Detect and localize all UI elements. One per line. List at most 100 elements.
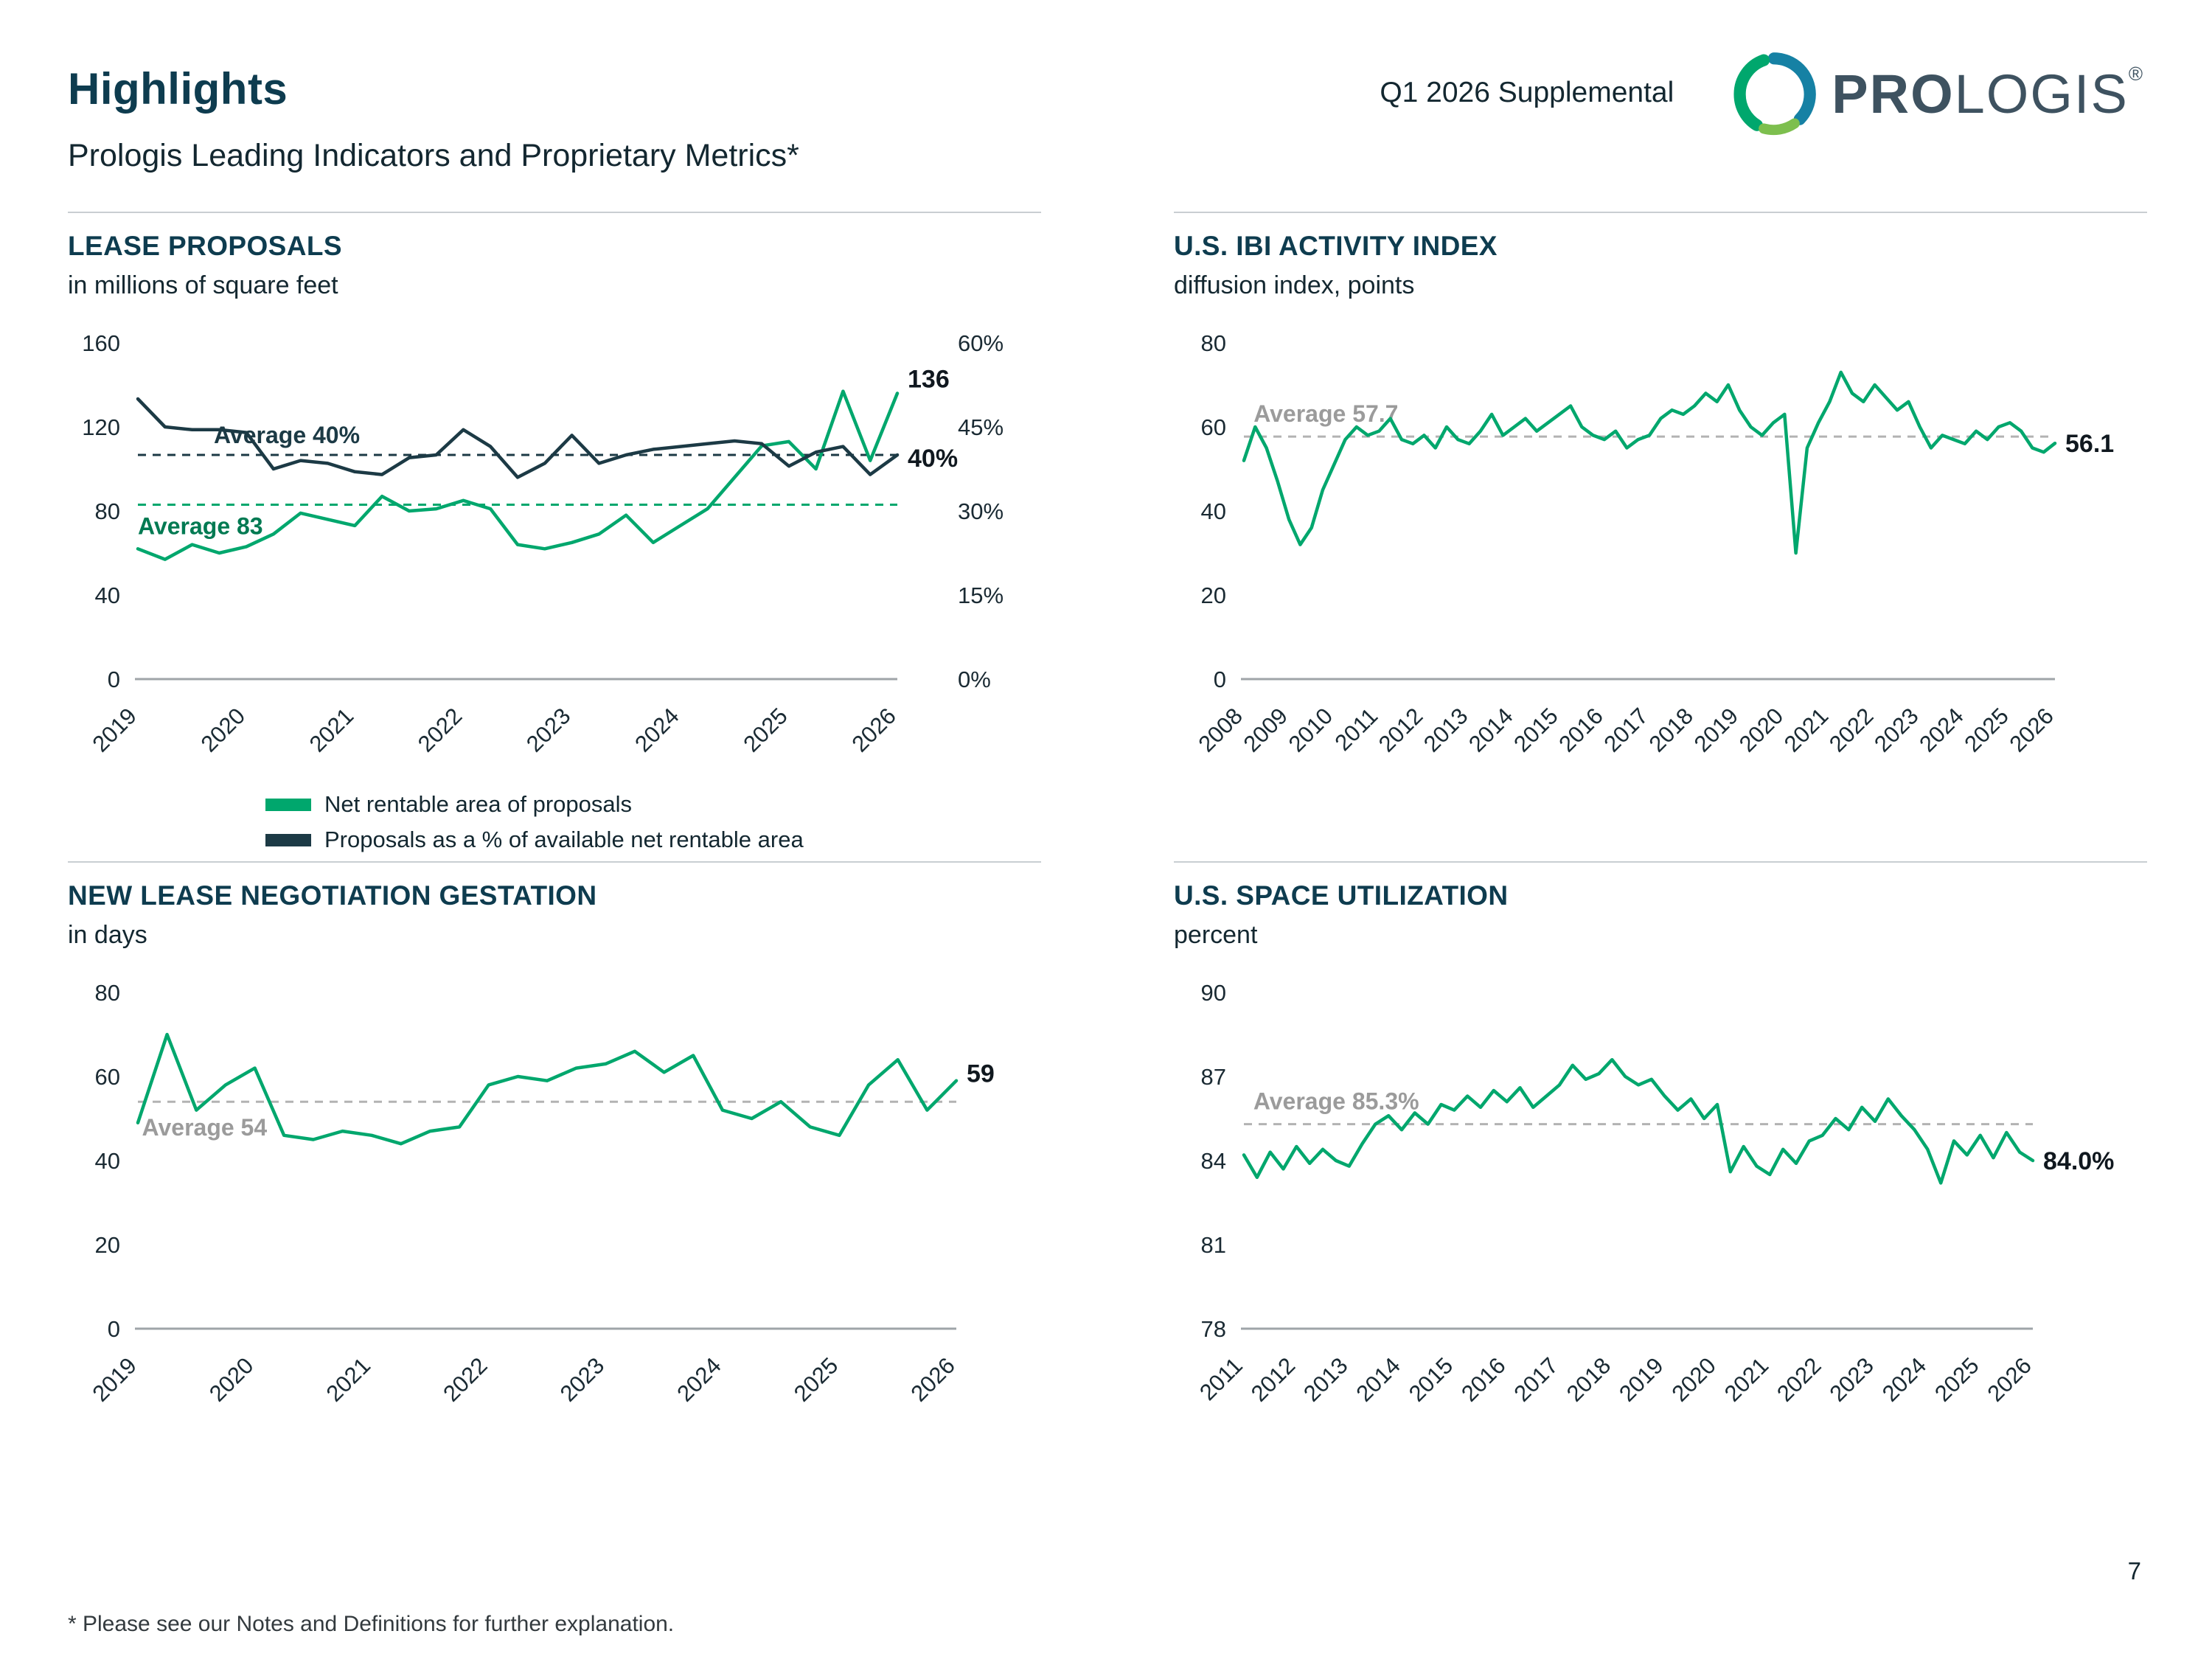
svg-text:0: 0 — [1214, 667, 1226, 692]
supplemental-label: Q1 2026 Supplemental — [1380, 77, 1674, 108]
svg-text:2012: 2012 — [1374, 703, 1428, 757]
svg-text:2011: 2011 — [1329, 703, 1382, 756]
ibi-activity-index-svg: 8060402002008200920102011201220132014201… — [1193, 330, 2114, 757]
us-space-utilization-series-0 — [1242, 1057, 2035, 1185]
svg-text:2013: 2013 — [1419, 703, 1473, 757]
section-title-lease-gestation: NEW LEASE NEGOTIATION GESTATION — [68, 880, 597, 911]
svg-text:2026: 2026 — [905, 1352, 960, 1407]
space-utilization-chart: 90 87 84 81 78 2011 2012 2013 2014 2015 2016 2017 20… — [1174, 967, 2147, 1439]
svg-text:2022: 2022 — [413, 703, 467, 757]
svg-text:2026: 2026 — [846, 703, 901, 757]
page-subtitle: Prologis Leading Indicators and Propriet… — [68, 138, 799, 173]
svg-text:2024: 2024 — [1877, 1352, 1932, 1407]
section-ibi-activity-index: U.S. IBI ACTIVITY INDEX diffusion index,… — [1174, 212, 2147, 790]
svg-text:Average 83: Average 83 — [138, 512, 263, 539]
svg-text:30%: 30% — [958, 498, 1004, 524]
svg-text:84: 84 — [1201, 1148, 1226, 1174]
svg-text:2025: 2025 — [789, 1352, 844, 1407]
svg-text:2020: 2020 — [1734, 703, 1789, 757]
svg-text:2022: 2022 — [438, 1352, 493, 1407]
svg-text:120: 120 — [82, 414, 120, 440]
legend-label-net-rentable-area: Net rentable area of proposals — [324, 791, 633, 817]
svg-text:2025: 2025 — [1930, 1352, 1984, 1407]
new-lease-negotiation-gestation-series-0 — [136, 1032, 959, 1146]
lease-proposals-series-0 — [136, 389, 900, 561]
section-space-utilization: U.S. SPACE UTILIZATION percent 90 87 84 81 7… — [1174, 861, 2147, 1439]
us-space-utilization-svg: 9087848178201120122013201420152016201720… — [1194, 980, 2114, 1407]
new-lease-negotiation-gestation-svg: 80 60 40 20 0 2019 2020 2021 2022 2023 2024 2025 202… — [87, 980, 995, 1407]
svg-text:2024: 2024 — [1914, 703, 1969, 757]
svg-text:2026: 2026 — [1982, 1352, 2037, 1407]
svg-text:2019: 2019 — [1689, 703, 1744, 757]
svg-text:2018: 2018 — [1644, 703, 1699, 757]
ibi-activity-index-series-0 — [1242, 370, 2057, 555]
section-lease-gestation: NEW LEASE NEGOTIATION GESTATION in days … — [68, 861, 1041, 1439]
legend-color-swatch-green — [265, 798, 311, 811]
page-title: Highlights — [68, 64, 288, 114]
svg-text:2012: 2012 — [1246, 1352, 1301, 1407]
svg-text:Average 57.7: Average 57.7 — [1253, 400, 1398, 427]
legend-label-proposals-percent: Proposals as a % of available net rentab… — [324, 827, 804, 852]
svg-text:2022: 2022 — [1772, 1352, 1826, 1407]
svg-text:2025: 2025 — [1959, 703, 2014, 757]
svg-text:15%: 15% — [958, 582, 1004, 608]
lease-proposals-legend: Net rentable area of proposals Proposals… — [265, 791, 1041, 853]
svg-text:0: 0 — [108, 1316, 120, 1342]
svg-text:2014: 2014 — [1351, 1352, 1405, 1407]
legend-color-swatch-dark — [265, 833, 311, 846]
svg-text:60%: 60% — [958, 330, 1004, 356]
svg-text:90: 90 — [1201, 980, 1226, 1006]
svg-text:87: 87 — [1201, 1064, 1226, 1090]
svg-text:Average 54: Average 54 — [142, 1114, 268, 1141]
svg-text:2023: 2023 — [555, 1352, 610, 1407]
svg-text:2021: 2021 — [321, 1352, 376, 1407]
svg-text:0%: 0% — [958, 667, 991, 692]
svg-text:60: 60 — [95, 1064, 120, 1090]
svg-text:2015: 2015 — [1404, 1352, 1458, 1407]
ibi-activity-index-chart: 80 60 40 20 0 2008 2009 2010 2011 2012 2013 2014 201… — [1174, 318, 2147, 790]
svg-text:2019: 2019 — [87, 1352, 142, 1407]
svg-text:80: 80 — [95, 980, 120, 1006]
svg-text:2011: 2011 — [1194, 1352, 1248, 1405]
svg-text:2025: 2025 — [738, 703, 793, 757]
svg-text:2023: 2023 — [521, 703, 576, 757]
svg-text:20: 20 — [1201, 582, 1226, 608]
section-title-lease-proposals: LEASE PROPOSALS — [68, 231, 342, 261]
svg-text:2016: 2016 — [1554, 703, 1608, 757]
svg-text:2017: 2017 — [1599, 703, 1653, 757]
svg-text:2016: 2016 — [1456, 1352, 1511, 1407]
svg-text:160: 160 — [82, 330, 120, 356]
lease-proposals-chart: 160 120 80 40 0 60% 45% 30% 15% 0% 2019 2020 2021 202… — [68, 318, 1041, 790]
svg-text:2020: 2020 — [196, 703, 251, 757]
svg-text:40: 40 — [95, 582, 120, 608]
svg-text:81: 81 — [1201, 1232, 1226, 1258]
legend-item-net-rentable-area: Net rentable area of proposals — [265, 791, 1041, 818]
svg-text:2023: 2023 — [1824, 1352, 1879, 1407]
section-title-space-utilization: U.S. SPACE UTILIZATION — [1174, 880, 1509, 911]
section-subtitle-space-utilization: percent — [1174, 921, 1258, 949]
section-lease-proposals: LEASE PROPOSALS in millions of square fe… — [68, 212, 1041, 853]
lease-proposals-svg: 160 120 80 40 0 60% 45% 30% 15% 0% 2019 2020 2021 202… — [82, 330, 1004, 757]
section-subtitle-lease-gestation: in days — [68, 921, 147, 949]
svg-text:2026: 2026 — [2004, 703, 2059, 757]
svg-text:60: 60 — [1201, 414, 1226, 440]
page-number: 7 — [2127, 1557, 2141, 1585]
svg-text:2021: 2021 — [1719, 1352, 1774, 1407]
svg-text:2020: 2020 — [204, 1352, 259, 1407]
svg-text:136: 136 — [908, 365, 950, 393]
svg-text:40: 40 — [95, 1148, 120, 1174]
prologis-globe-icon — [1733, 52, 1817, 136]
svg-text:2021: 2021 — [305, 703, 359, 757]
svg-text:2017: 2017 — [1509, 1352, 1563, 1407]
svg-text:40: 40 — [1201, 498, 1226, 524]
section-subtitle-ibi-activity-index: diffusion index, points — [1174, 271, 1415, 299]
svg-text:2024: 2024 — [672, 1352, 726, 1407]
registered-mark: ® — [2128, 63, 2144, 85]
svg-text:59: 59 — [967, 1060, 995, 1088]
svg-text:2020: 2020 — [1666, 1352, 1721, 1407]
wordmark-logis: LOGIS — [1954, 63, 2129, 125]
svg-text:20: 20 — [95, 1232, 120, 1258]
svg-text:80: 80 — [1201, 330, 1226, 356]
svg-text:2024: 2024 — [630, 703, 684, 757]
